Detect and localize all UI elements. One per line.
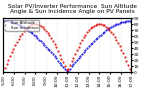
Text: Solar PV/Inverter Performance  Sun Altitude Angle & Sun Incidence Angle on PV Pa: Solar PV/Inverter Performance Sun Altitu…	[8, 3, 136, 14]
Legend: Sun Altitude, Sun Incidence: Sun Altitude, Sun Incidence	[5, 20, 39, 31]
